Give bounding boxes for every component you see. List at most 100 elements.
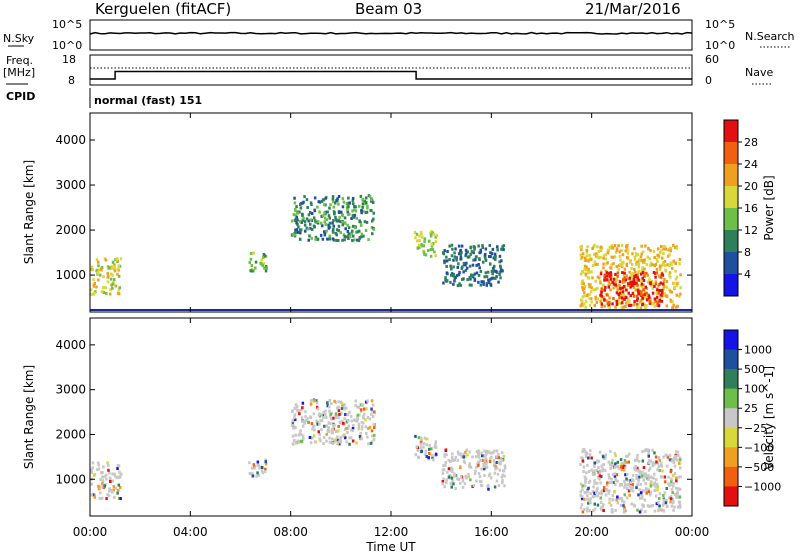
heatmap-cell: [591, 276, 594, 280]
heatmap-cell: [581, 270, 585, 274]
power-colorbar-swatch: [724, 208, 738, 231]
heatmap-cell: [638, 488, 641, 492]
heatmap-cell: [468, 462, 471, 466]
heatmap-cell: [593, 491, 596, 495]
heatmap-cell: [499, 267, 503, 271]
heatmap-cell: [484, 465, 487, 469]
heatmap-cell: [468, 450, 471, 454]
heatmap-cell: [586, 463, 589, 467]
heatmap-cell: [597, 459, 601, 463]
heatmap-cell: [663, 264, 667, 267]
heatmap-cell: [333, 423, 336, 427]
heatmap-cell: [654, 299, 657, 303]
heatmap-cell: [97, 467, 101, 471]
heatmap-cell: [486, 484, 489, 488]
heatmap-cell: [251, 474, 255, 478]
heatmap-cell: [466, 278, 469, 282]
heatmap-cell: [628, 452, 631, 456]
heatmap-cell: [614, 477, 617, 481]
heatmap-cell: [625, 301, 628, 305]
heatmap-cell: [371, 415, 375, 419]
heatmap-cell: [594, 279, 597, 283]
heatmap-cell: [676, 505, 680, 509]
heatmap-cell: [651, 448, 654, 452]
heatmap-cell: [654, 271, 657, 275]
heatmap-cell: [444, 276, 447, 280]
heatmap-cell: [621, 290, 625, 294]
heatmap-cell: [316, 237, 320, 241]
heatmap-cell: [325, 415, 328, 419]
nsearch-tick-low: 10^0: [705, 39, 735, 52]
heatmap-cell: [615, 299, 619, 303]
heatmap-cell: [348, 442, 351, 446]
heatmap-cell: [416, 239, 419, 243]
heatmap-cell: [251, 472, 254, 476]
heatmap-cell: [449, 459, 452, 463]
heatmap-cell: [347, 424, 351, 428]
power-colorbar-label: 20: [744, 180, 758, 193]
heatmap-cell: [428, 452, 431, 455]
heatmap-cell: [648, 466, 652, 470]
heatmap-cell: [592, 485, 595, 489]
heatmap-cell: [669, 261, 672, 265]
heatmap-cell: [610, 244, 614, 248]
nsky-tick-high: 10^5: [52, 18, 82, 31]
heatmap-cell: [624, 305, 627, 308]
heatmap-cell: [658, 504, 661, 508]
heatmap-cell: [637, 478, 640, 482]
heatmap-cell: [623, 276, 627, 280]
heatmap-cell: [419, 436, 423, 440]
heatmap-cell: [261, 471, 264, 475]
heatmap-cell: [579, 272, 583, 276]
time-x-axis: 00:00 04:00 08:00 12:00 16:00 20:00 00:00: [73, 113, 709, 539]
heatmap-cell: [306, 417, 309, 421]
heatmap-cell: [612, 262, 615, 266]
heatmap-cell: [346, 427, 350, 431]
heatmap-cell: [329, 203, 332, 207]
heatmap-cell: [648, 277, 651, 281]
heatmap-cell: [617, 298, 620, 302]
heatmap-cell: [345, 202, 348, 206]
heatmap-cell: [595, 301, 599, 304]
heatmap-cell: [477, 455, 481, 459]
heatmap-cell: [651, 291, 655, 295]
heatmap-cell: [262, 255, 265, 259]
heatmap-cell: [310, 236, 313, 240]
heatmap-cell: [472, 484, 476, 487]
heatmap-cell: [613, 472, 616, 476]
heatmap-cell: [112, 485, 116, 488]
heatmap-cell: [100, 496, 104, 500]
heatmap-cell: [451, 452, 454, 456]
heatmap-cell: [300, 220, 303, 224]
heatmap-cell: [628, 493, 631, 497]
heatmap-cell: [294, 230, 297, 234]
heatmap-cell: [620, 261, 624, 265]
heatmap-cell: [463, 461, 467, 465]
power-ytick-label: 4000: [55, 133, 86, 147]
heatmap-cell: [584, 478, 587, 482]
heatmap-cell: [661, 288, 664, 292]
heatmap-cell: [612, 481, 615, 484]
heatmap-cell: [651, 286, 655, 290]
heatmap-cell: [321, 224, 324, 228]
heatmap-cell: [616, 288, 619, 292]
heatmap-cell: [448, 258, 451, 261]
heatmap-cell: [117, 264, 121, 268]
heatmap-cell: [496, 248, 499, 252]
heatmap-cell: [587, 456, 590, 460]
heatmap-cell: [654, 494, 658, 498]
heatmap-cell: [332, 224, 335, 228]
heatmap-cell: [484, 458, 488, 461]
heatmap-cell: [325, 218, 328, 222]
heatmap-cell: [249, 252, 253, 255]
heatmap-cell: [470, 273, 473, 277]
heatmap-cell: [341, 205, 345, 209]
heatmap-cell: [661, 261, 665, 264]
heatmap-cell: [432, 458, 435, 462]
heatmap-cell: [581, 510, 585, 514]
heatmap-cell: [622, 260, 625, 264]
heatmap-cell: [586, 509, 589, 513]
heatmap-cell: [484, 258, 488, 262]
heatmap-cell: [613, 490, 616, 494]
